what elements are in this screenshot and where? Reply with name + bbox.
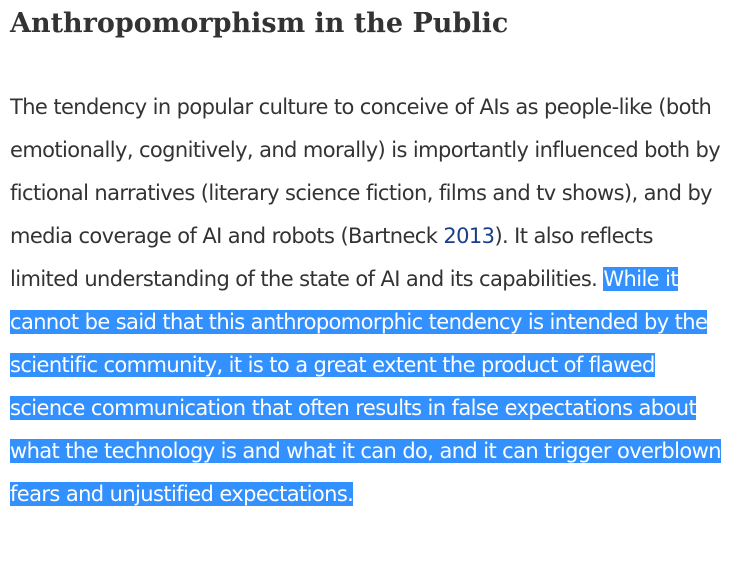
body-paragraph: The tendency in popular culture to conce… [10,86,722,516]
section-heading: Anthropomorphism in the Public [10,8,509,39]
paragraph-text-start: The tendency in popular culture to conce… [10,95,721,248]
paragraph-text-middle: ). It also reflects limited understandin… [10,224,653,291]
selected-text: While it cannot be said that this anthro… [10,267,722,506]
citation-link[interactable]: 2013 [443,224,495,248]
